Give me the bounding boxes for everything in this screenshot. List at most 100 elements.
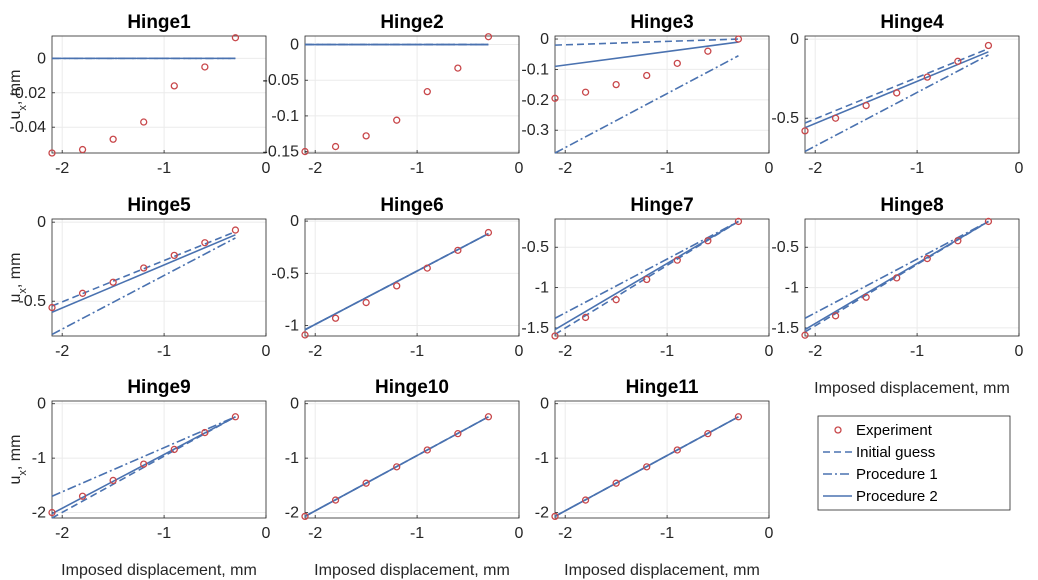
experiment-point [331, 496, 340, 504]
experiment-point [581, 496, 590, 504]
x-tick-label: 0 [1015, 343, 1024, 360]
panel-title: Hinge8 [880, 195, 943, 216]
y-tick-label: -0.3 [521, 122, 549, 139]
x-tick-label: -1 [660, 343, 674, 360]
experiment-point [954, 57, 962, 65]
experiment-point [673, 59, 681, 68]
experiment-point [581, 313, 590, 322]
y-tick-label: -1 [535, 450, 549, 467]
series-proc2-line [51, 234, 236, 314]
experiment-point [984, 41, 993, 50]
experiment-point [78, 492, 87, 500]
experiment-point [923, 254, 931, 263]
x-tick-label: -2 [55, 160, 69, 177]
panel-title: Hinge5 [127, 195, 191, 216]
experiment-point [831, 114, 840, 122]
y-tick-label: -1 [285, 450, 299, 467]
y-tick-label: -0.2 [521, 92, 549, 109]
experiment-point [170, 251, 178, 260]
experiment-point [393, 282, 401, 290]
axes-box [804, 35, 1020, 154]
experiment-point [109, 135, 117, 143]
series-proc2-line [554, 220, 739, 331]
x-tick-label: -2 [308, 343, 322, 360]
experiment-point [454, 430, 462, 438]
legend: Experiment Initial guess Procedure 1 Proced… [817, 415, 1011, 511]
panel-hinge4: -2 -1 0 -0.5 0 Hinge4 [771, 12, 1023, 177]
x-axis-label: Imposed displacement, mm [314, 562, 510, 579]
experiment-point [862, 293, 870, 301]
x-tick-label: -1 [410, 525, 424, 542]
experiment-point [423, 264, 431, 272]
y-tick-label: -1.5 [521, 320, 549, 337]
x-tick-label: -1 [410, 343, 424, 360]
y-tick-label: -0.1 [521, 61, 549, 78]
x-tick-label: -1 [660, 160, 674, 177]
y-tick-label: -0.1 [271, 108, 299, 125]
panel-hinge9: -2 -1 0 -2 -1 0 Hinge9 [32, 377, 271, 542]
experiment-point [551, 94, 559, 102]
experiment-point [362, 479, 370, 487]
experiment-point [201, 63, 209, 71]
experiment-point [231, 226, 240, 234]
panel-hinge5: -2 -1 0 -0.5 0 Hinge5 [18, 195, 270, 360]
axes-box [554, 400, 770, 519]
experiment-point [231, 413, 240, 421]
axes-box [804, 218, 1020, 337]
y-tick-label: 0 [790, 31, 799, 48]
experiment-point [551, 512, 559, 521]
panel-hinge3: -2 -1 0 -0.3 -0.2 -0.1 0 Hinge3 [521, 12, 773, 177]
experiment-point [170, 82, 178, 90]
axes-box [554, 35, 770, 154]
y-tick-label: 0 [37, 396, 46, 413]
legend-marker-experiment [834, 426, 842, 434]
panel-hinge6: -2 -1 0 -1 -0.5 0 Hinge6 [271, 195, 523, 360]
experiment-point [201, 428, 209, 437]
x-tick-label: -2 [558, 525, 572, 542]
x-tick-label: 0 [765, 525, 774, 542]
experiment-point [673, 256, 681, 264]
experiment-point [170, 445, 178, 454]
x-tick-label: -2 [308, 525, 322, 542]
x-tick-label: -2 [55, 525, 69, 542]
x-axis-label: Imposed displacement, mm [564, 562, 760, 579]
experiment-point [140, 264, 148, 272]
experiment-point [140, 460, 148, 468]
x-axis-label: Imposed displacement, mm [61, 562, 257, 579]
experiment-point [454, 246, 462, 254]
x-tick-label: -2 [558, 160, 572, 177]
series-proc1-line [554, 220, 739, 319]
experiment-point [984, 217, 993, 226]
y-tick-label: -1.5 [771, 320, 799, 337]
y-tick-label: -0.5 [771, 239, 799, 256]
y-tick-label: 0 [290, 213, 299, 230]
x-tick-label: 0 [515, 343, 524, 360]
experiment-point [484, 33, 493, 41]
y-tick-label: -0.02 [10, 85, 47, 102]
experiment-point [581, 88, 590, 96]
y-axis-label: ux, mm [7, 70, 29, 120]
experiment-point [231, 34, 240, 42]
experiment-point [643, 275, 651, 284]
experiment-point [48, 149, 56, 157]
y-tick-label: -2 [32, 505, 46, 522]
panel-title: Hinge4 [880, 12, 944, 33]
series-proc1-line [554, 55, 739, 154]
y-tick-label: -0.05 [263, 72, 300, 89]
experiment-point [734, 217, 743, 226]
y-tick-label: -2 [285, 505, 299, 522]
y-tick-label: -0.5 [771, 110, 799, 127]
experiment-point [954, 237, 962, 245]
experiment-point [643, 463, 651, 471]
panel-title: Hinge6 [380, 195, 443, 216]
experiment-point [393, 463, 401, 471]
axes-box [304, 35, 520, 154]
experiment-point [78, 289, 87, 297]
x-tick-label: 0 [765, 343, 774, 360]
experiment-point [423, 87, 431, 96]
series-proc2-line [51, 416, 236, 515]
experiment-point [454, 64, 462, 72]
y-tick-label: 0 [37, 214, 46, 231]
series-initial-line [554, 38, 739, 46]
